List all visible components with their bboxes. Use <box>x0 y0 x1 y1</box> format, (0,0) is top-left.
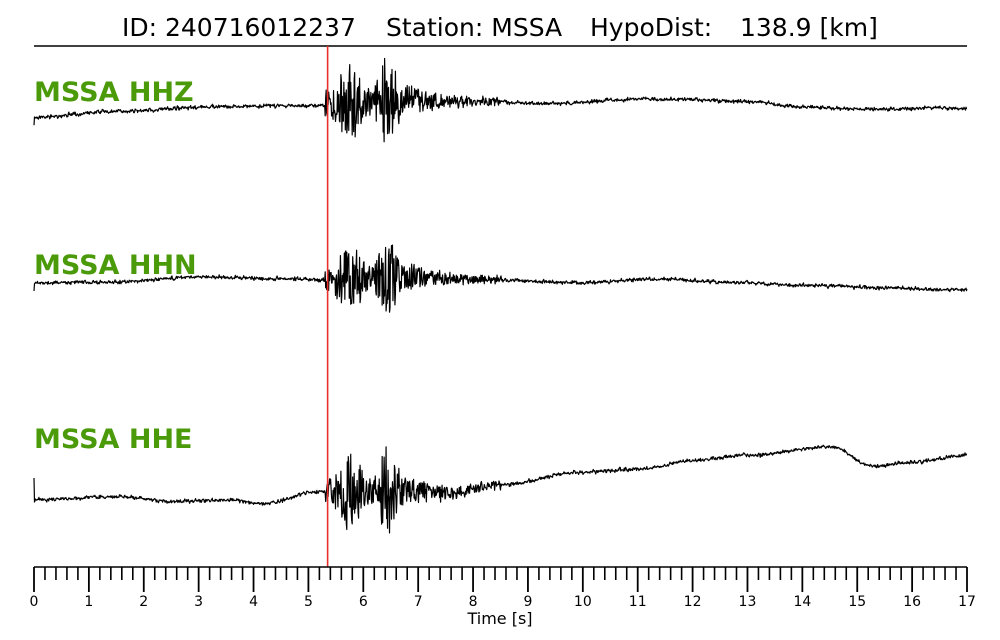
x-tick-label: 6 <box>359 594 368 610</box>
trace-mssa-hhz <box>33 57 968 143</box>
waveform-traces <box>33 57 968 534</box>
x-tick-label: 12 <box>684 594 702 610</box>
x-tick-label: 5 <box>304 594 313 610</box>
x-tick-label: 10 <box>574 594 592 610</box>
time-axis-ticks <box>33 567 968 592</box>
x-tick-label: 8 <box>469 594 478 610</box>
x-tick-label: 7 <box>414 594 423 610</box>
x-tick-label: 11 <box>629 594 647 610</box>
trace-mssa-hhe <box>33 444 968 534</box>
x-axis-label: Time [s] <box>466 609 532 628</box>
x-tick-label: 4 <box>249 594 258 610</box>
title-hypodist-label: HypoDist: <box>590 13 712 42</box>
x-tick-label: 9 <box>523 594 532 610</box>
chart-title: ID: 240716012237 Station: MSSA HypoDist:… <box>122 13 878 42</box>
time-axis-tick-labels: 0 1 2 3 4 5 6 7 8 9 10 11 12 13 14 15 16 17 <box>30 594 976 610</box>
title-event-id: ID: 240716012237 <box>122 13 356 42</box>
x-tick-label: 2 <box>139 594 148 610</box>
x-tick-label: 17 <box>958 594 976 610</box>
trace-labels: MSSA HHZ MSSA HHN MSSA HHE <box>34 77 197 455</box>
title-station: Station: MSSA <box>386 13 562 42</box>
title-hypodist-value: 138.9 [km] <box>740 13 878 42</box>
x-tick-label: 1 <box>84 594 93 610</box>
trace-label-mssa-hhz: MSSA HHZ <box>34 77 194 108</box>
x-tick-label: 14 <box>793 594 811 610</box>
x-tick-label: 13 <box>739 594 757 610</box>
trace-label-mssa-hhn: MSSA HHN <box>34 250 197 281</box>
trace-mssa-hhn <box>33 244 968 313</box>
x-tick-label: 16 <box>903 594 921 610</box>
x-tick-label: 3 <box>194 594 203 610</box>
x-tick-label: 15 <box>848 594 866 610</box>
x-tick-label: 0 <box>30 594 39 610</box>
time-axis: 0 1 2 3 4 5 6 7 8 9 10 11 12 13 14 15 16 17 Time [s] <box>30 566 976 628</box>
trace-label-mssa-hhe: MSSA HHE <box>34 424 192 455</box>
